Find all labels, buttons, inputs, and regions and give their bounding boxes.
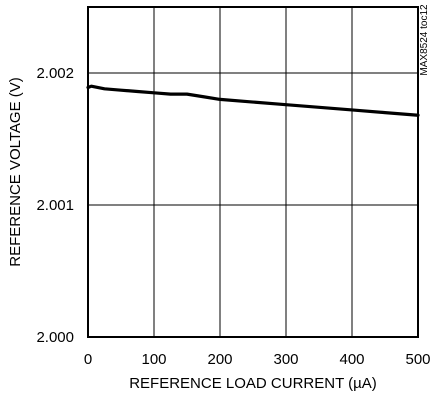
x-tick-label: 0	[84, 351, 92, 368]
series-layer	[86, 84, 420, 117]
grid	[88, 7, 418, 337]
x-tick-label: 500	[405, 351, 430, 368]
x-axis-ticks: 0 100 200 300 400 500	[84, 351, 430, 368]
x-tick-label: 200	[207, 351, 232, 368]
series-line-0	[86, 84, 420, 117]
y-tick-label: 2.001	[36, 197, 74, 214]
x-tick-label: 100	[141, 351, 166, 368]
x-axis-label: REFERENCE LOAD CURRENT (µA)	[129, 375, 377, 392]
plot-frame	[87, 6, 419, 338]
y-tick-label: 2.002	[36, 65, 74, 82]
y-axis-label: REFERENCE VOLTAGE (V)	[7, 77, 24, 266]
figure-id-annotation: MAX8524 toc12	[419, 4, 430, 76]
x-tick-label: 400	[339, 351, 364, 368]
y-tick-label: 2.000	[36, 329, 74, 346]
x-tick-label: 300	[273, 351, 298, 368]
y-axis-ticks: 2.000 2.001 2.002	[36, 65, 74, 346]
